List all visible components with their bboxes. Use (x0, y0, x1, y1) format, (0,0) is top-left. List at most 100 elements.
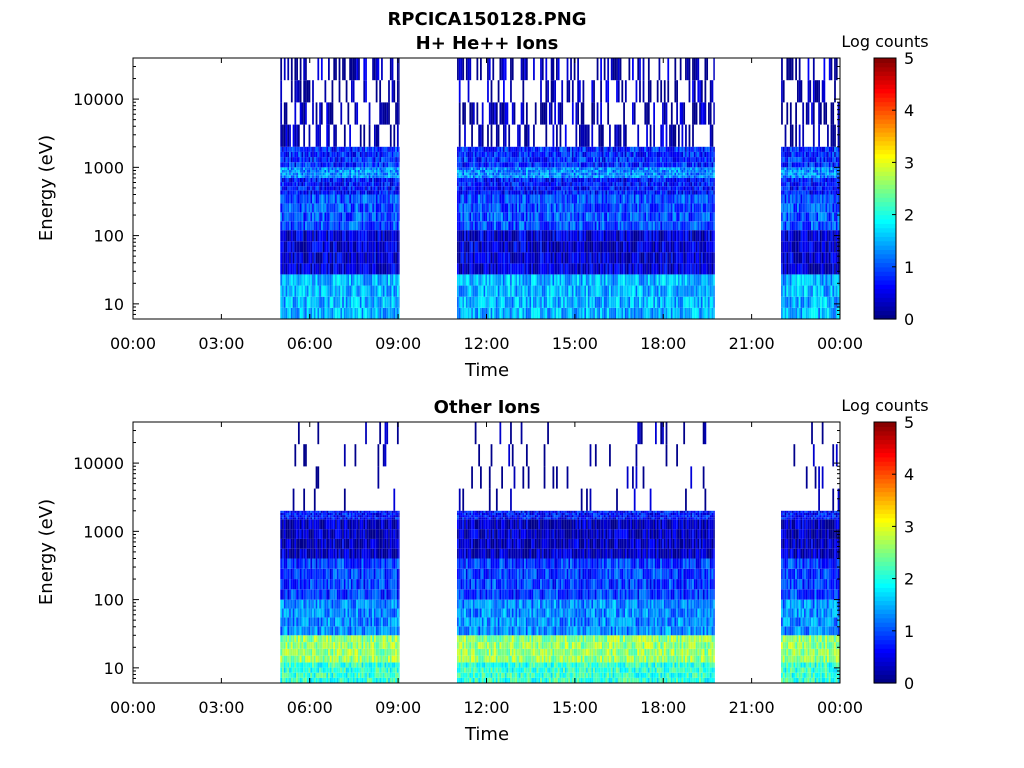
spectrogram-cell (285, 177, 288, 183)
spectrogram-cell (354, 285, 357, 297)
spectrogram-cell (610, 230, 613, 242)
spectrogram-cell (633, 182, 636, 187)
spectrogram-cell (481, 252, 484, 264)
spectrogram-cell (329, 241, 332, 253)
spectrogram-cell (469, 212, 472, 222)
spectrogram-cell (287, 172, 290, 176)
spectrogram-cell (381, 203, 383, 213)
spectrogram-cell (520, 307, 523, 319)
spectrogram-cell (630, 252, 633, 264)
spectrogram-cell (381, 162, 383, 168)
spectrogram-cell (510, 151, 512, 158)
spectrogram-cell (624, 172, 627, 176)
spectrogram-cell (513, 252, 516, 264)
spectrogram-cell (388, 274, 390, 286)
spectrogram-cell (319, 151, 321, 158)
spectrogram-cell (365, 203, 367, 213)
spectrogram-cell (340, 230, 343, 242)
spectrogram-cell (329, 167, 332, 170)
spectrogram-cell (517, 169, 519, 173)
spectrogram-cell (494, 172, 496, 176)
spectrogram-cell (282, 177, 284, 183)
spectrogram-cell (540, 241, 542, 253)
spectrogram-cell (297, 221, 300, 231)
spectrogram-cell (617, 194, 620, 204)
spectrogram-cell (349, 151, 351, 158)
spectrogram-cell (338, 221, 341, 231)
spectrogram-cell (490, 274, 493, 286)
spectrogram-cell (609, 263, 611, 275)
spectrogram-cell (580, 167, 583, 170)
spectrogram-cell (322, 186, 325, 191)
spectrogram-cell (676, 296, 678, 308)
spectrogram-cell (336, 285, 339, 297)
spectrogram-cell (370, 177, 373, 183)
spectrogram-cell (326, 285, 329, 297)
spectrogram-cell (513, 203, 516, 213)
spectrogram-cell (520, 177, 523, 183)
spectrogram-cell (377, 307, 380, 319)
spectrogram-cell (642, 58, 645, 81)
spectrogram-cell (517, 194, 519, 204)
spectrogram-cell (287, 169, 290, 173)
spectrogram-cell (524, 194, 526, 204)
spectrogram-cell (575, 194, 578, 204)
spectrogram-cell (377, 162, 380, 168)
spectrogram-cell (656, 285, 659, 297)
spectrogram-cell (556, 167, 558, 170)
spectrogram-cell (361, 212, 364, 222)
spectrogram-cell (649, 241, 652, 253)
spectrogram-cell (639, 146, 641, 152)
spectrogram-cell (587, 186, 590, 191)
spectrogram-cell (550, 169, 553, 173)
spectrogram-cell (347, 190, 350, 195)
spectrogram-cell (495, 175, 498, 178)
spectrogram-cell (487, 162, 489, 168)
spectrogram-cell (603, 296, 606, 308)
spectrogram-cell (543, 157, 546, 163)
spectrogram-cell (670, 274, 673, 286)
spectrogram-cell (632, 307, 634, 319)
spectrogram-cell (395, 296, 397, 308)
spectrogram-cell (377, 230, 380, 242)
spectrogram-cell (632, 186, 634, 191)
spectrogram-cell (511, 102, 514, 125)
spectrogram-cell (660, 241, 663, 253)
spectrogram-cell (305, 212, 307, 222)
spectrogram-cell (518, 285, 521, 297)
spectrogram-cell (609, 252, 611, 264)
spectrogram-cell (483, 274, 486, 286)
spectrogram-cell (547, 151, 549, 158)
spectrogram-cell (336, 151, 339, 158)
spectrogram-cell (465, 58, 468, 81)
spectrogram-cell (384, 169, 387, 173)
spectrogram-cell (485, 157, 488, 163)
spectrogram-cell (626, 194, 629, 204)
spectrogram-cell (596, 146, 599, 152)
spectrogram-cell (568, 80, 571, 103)
spectrogram-cell (651, 194, 654, 204)
spectrogram-cell (656, 190, 659, 195)
spectrogram-cell (559, 102, 562, 125)
spectrogram-cell (483, 157, 486, 163)
spectrogram-cell (628, 230, 631, 242)
spectrogram-cell (305, 172, 307, 176)
spectrogram-cell (363, 172, 366, 176)
spectrogram-cell (658, 58, 661, 81)
spectrogram-cell (541, 252, 544, 264)
spectrogram-cell (540, 190, 542, 195)
spectrogram-cell (356, 157, 359, 163)
spectrogram-cell (464, 285, 466, 297)
spectrogram-cell (531, 263, 534, 275)
spectrogram-cell (573, 190, 576, 195)
spectrogram-cell (561, 167, 564, 170)
spectrogram-cell (579, 80, 581, 103)
spectrogram-cell (343, 307, 346, 319)
spectrogram-cell (524, 177, 526, 183)
spectrogram-cell (508, 124, 511, 147)
spectrogram-cell (667, 252, 670, 264)
spectrogram-cell (563, 252, 565, 264)
spectrogram-cell (543, 212, 546, 222)
spectrogram-cell (587, 124, 590, 147)
spectrogram-cell (280, 190, 283, 195)
